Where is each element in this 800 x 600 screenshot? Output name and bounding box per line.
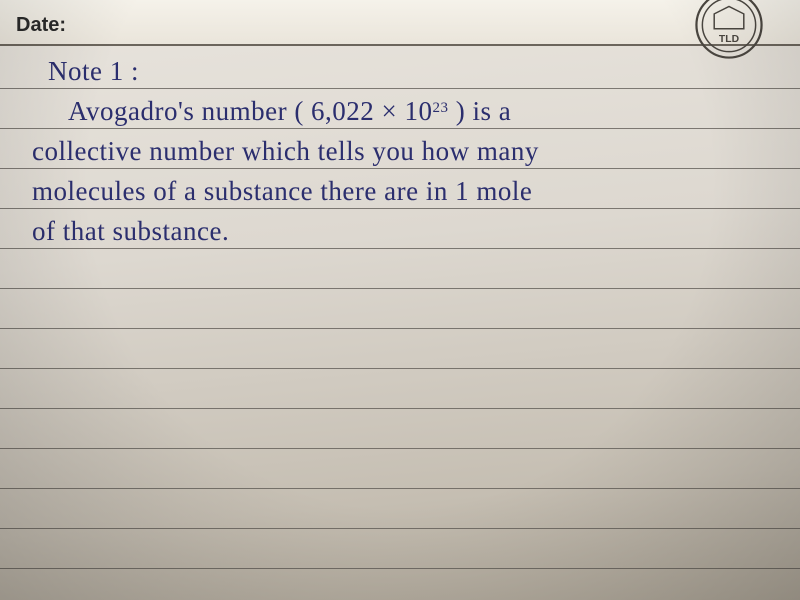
school-stamp-icon: TLD <box>692 0 766 62</box>
handwritten-line: molecules of a substance there are in 1 … <box>32 178 780 205</box>
stamp-text: TLD <box>719 34 740 45</box>
rule-line <box>0 368 800 369</box>
rule-line <box>0 528 800 529</box>
superscript: 23 <box>433 100 449 116</box>
rule-line <box>0 248 800 249</box>
rule-line <box>0 288 800 289</box>
date-label: Date: <box>16 14 66 37</box>
rule-line <box>0 128 800 129</box>
handwritten-line: Avogadro's number ( 6,022 × 1023 ) is a <box>68 98 780 125</box>
rule-line <box>0 488 800 489</box>
handwritten-line: Note 1 : <box>48 58 780 85</box>
text-segment: ) is a <box>449 96 512 126</box>
rule-line <box>0 568 800 569</box>
rule-line <box>0 408 800 409</box>
rule-line <box>0 328 800 329</box>
rule-line <box>0 168 800 169</box>
rule-line <box>0 208 800 209</box>
handwritten-line: collective number which tells you how ma… <box>32 138 780 165</box>
header-band: Date: TLD <box>0 0 800 46</box>
rule-line <box>0 448 800 449</box>
text-segment: Avogadro's number ( 6,022 × 10 <box>68 96 433 126</box>
notebook-page: Date: TLD Note 1 : Avogadro's number ( 6,… <box>0 0 800 600</box>
handwritten-line: of that substance. <box>32 218 780 245</box>
photo-vignette <box>0 0 800 600</box>
rule-line <box>0 88 800 89</box>
